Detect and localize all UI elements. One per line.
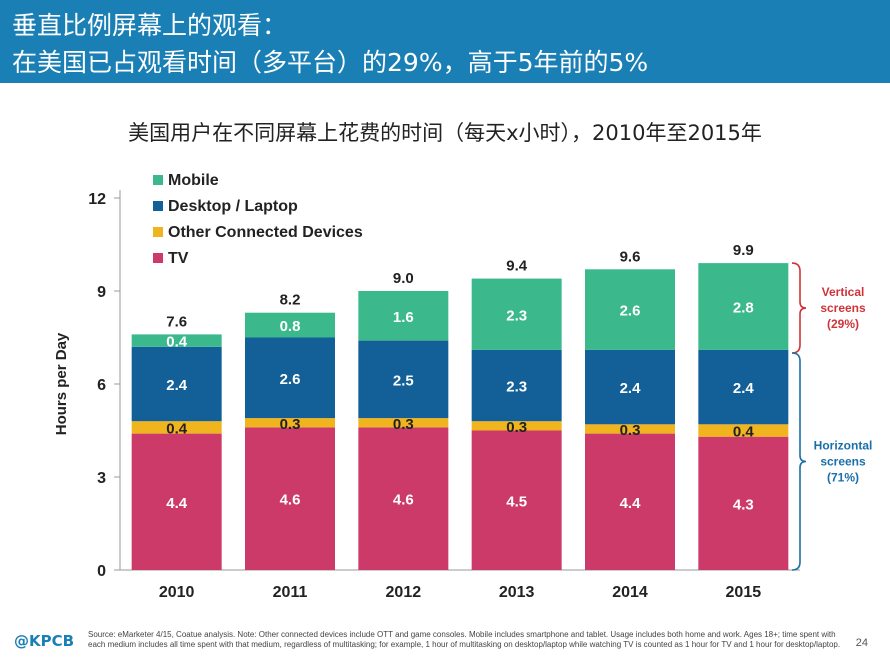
bar-segment — [471, 421, 562, 431]
bar-value-label: 2.3 — [506, 307, 527, 324]
header-title-line2: 在美国已占观看时间（多平台）的29%，高于5年前的5% — [12, 48, 649, 77]
bar-segment — [245, 418, 335, 428]
x-tick-label: 2015 — [726, 584, 762, 601]
bar-total-label: 9.9 — [733, 242, 754, 259]
y-tick-label: 3 — [97, 470, 106, 487]
bar-segment — [585, 269, 675, 350]
annotation-label: Vertical — [822, 285, 865, 299]
bar-total-label: 8.2 — [280, 292, 301, 309]
bar-value-label: 0.3 — [393, 416, 414, 433]
annotation-label: Horizontal — [814, 439, 873, 453]
bar-segment — [131, 346, 222, 422]
legend-swatch — [153, 201, 163, 211]
bar-value-label: 2.8 — [733, 300, 754, 317]
bar-segment — [358, 418, 449, 428]
bar-segment — [358, 340, 449, 419]
bar-value-label: 4.4 — [620, 495, 642, 512]
bar-segment — [245, 427, 335, 570]
bar-value-label: 2.4 — [620, 380, 642, 397]
legend-swatch — [153, 227, 163, 237]
bar-value-label: 0.4 — [166, 420, 188, 437]
x-tick-label: 2011 — [273, 584, 308, 601]
legend-label: Mobile — [168, 172, 219, 189]
bar-segment — [131, 433, 222, 570]
annotation-label: (71%) — [827, 471, 859, 485]
bar-value-label: 2.4 — [733, 380, 755, 397]
y-tick-label: 0 — [97, 563, 106, 580]
legend-swatch — [153, 175, 163, 185]
bar-value-label: 1.6 — [393, 309, 414, 326]
bar-value-label: 0.3 — [620, 422, 641, 439]
annotation-label: (29%) — [827, 317, 859, 331]
bar-value-label: 0.8 — [280, 318, 301, 335]
bar-segment — [471, 349, 562, 422]
y-tick-label: 9 — [97, 284, 106, 301]
bar-segment — [358, 291, 449, 341]
source-note: Source: eMarketer 4/15, Coatue analysis.… — [88, 630, 841, 649]
y-tick-label: 6 — [97, 377, 106, 394]
bar-value-label: 4.3 — [733, 496, 754, 513]
bar-value-label: 0.4 — [166, 334, 188, 351]
bar-value-label: 4.5 — [506, 493, 527, 510]
annotation-bracket — [791, 352, 807, 571]
bar-segment — [698, 263, 789, 350]
bar-total-label: 7.6 — [166, 313, 187, 330]
legend-label: TV — [168, 250, 189, 267]
bar-value-label: 4.6 — [393, 492, 414, 509]
bar-value-label: 0.3 — [506, 419, 527, 436]
kpcb-logo: @KPCB — [14, 632, 75, 650]
bar-segment — [585, 424, 675, 434]
annotation-bracket — [791, 262, 807, 354]
bar-value-label: 2.3 — [506, 379, 527, 396]
bar-segment — [698, 424, 789, 437]
bar-segment — [131, 421, 222, 434]
bar-segment — [585, 349, 675, 425]
y-axis-label: Hours per Day — [53, 332, 70, 435]
bar-segment — [698, 349, 789, 425]
bar-segment — [471, 278, 562, 350]
header-banner: 垂直比例屏幕上的观看： 在美国已占观看时间（多平台）的29%，高于5年前的5% — [0, 0, 890, 83]
legend-label: Desktop / Laptop — [168, 198, 298, 215]
bar-value-label: 2.6 — [280, 371, 301, 388]
legend-swatch — [153, 253, 163, 263]
page-number: 24 — [855, 637, 868, 649]
y-tick-label: 12 — [88, 191, 106, 208]
bar-value-label: 2.5 — [393, 372, 414, 389]
bar-segment — [698, 436, 789, 570]
bar-value-label: 4.6 — [280, 492, 301, 509]
bar-value-label: 2.6 — [620, 303, 641, 320]
bar-total-label: 9.0 — [393, 270, 414, 287]
x-tick-label: 2012 — [386, 584, 422, 601]
legend-label: Other Connected Devices — [168, 224, 363, 241]
bar-segment — [358, 427, 449, 570]
annotation-label: screens — [820, 301, 866, 315]
annotation-label: screens — [820, 455, 866, 469]
x-tick-label: 2010 — [159, 584, 195, 601]
bar-value-label: 0.4 — [733, 424, 755, 441]
x-tick-label: 2014 — [612, 584, 648, 601]
bar-segment — [245, 312, 335, 338]
bar-segment — [471, 430, 562, 570]
bar-segment — [131, 334, 222, 347]
bar-value-label: 0.3 — [280, 416, 301, 433]
bar-segment — [585, 433, 675, 570]
bar-value-label: 2.4 — [166, 377, 188, 394]
bar-value-label: 4.4 — [166, 495, 188, 512]
bar-segment — [245, 337, 335, 419]
bar-total-label: 9.6 — [620, 248, 641, 265]
header-title-line1: 垂直比例屏幕上的观看： — [12, 11, 288, 40]
bar-total-label: 9.4 — [506, 258, 528, 275]
x-tick-label: 2013 — [499, 584, 535, 601]
chart-title: 美国用户在不同屏幕上花费的时间（每天x小时），2010年至2015年 — [128, 121, 762, 145]
